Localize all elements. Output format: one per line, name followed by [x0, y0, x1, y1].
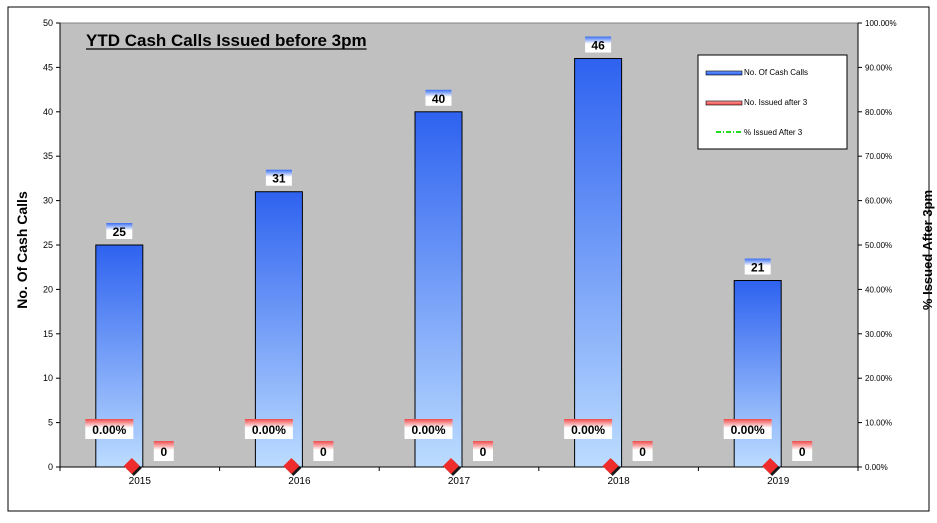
- right-tick-label: 90.00%: [865, 63, 892, 72]
- pct-line-marker: [762, 458, 779, 474]
- pct-line-marker: [602, 458, 619, 474]
- bar-value-label: 25: [113, 225, 127, 239]
- right-tick-label: 40.00%: [865, 285, 892, 294]
- left-tick-label: 35: [43, 151, 53, 161]
- bar-value-label-bg: [585, 36, 612, 53]
- bar-value-label-bg: [425, 89, 452, 106]
- right-tick-label: 30.00%: [865, 330, 892, 339]
- right-tick-label: 100.00%: [865, 19, 897, 28]
- pct-label-bg: [244, 419, 293, 439]
- pct-line-marker: [443, 458, 459, 474]
- right-tick-label: 50.00%: [865, 241, 892, 250]
- right-tick-label: 20.00%: [865, 374, 892, 383]
- legend-swatch-cash-calls: [705, 70, 743, 76]
- bar-value-label-bg: [265, 169, 292, 186]
- data-labels-layer: 25 0.00% 0 31 0.00% 0 40 0.00% 0 46 0.00% 0 21 0.00% 0: [85, 36, 813, 476]
- pct-label-bg: [723, 419, 772, 439]
- bar-value-label: 46: [591, 39, 605, 53]
- issued-after-3-label: 0: [480, 445, 487, 459]
- pct-label-bg: [404, 419, 453, 439]
- left-axis-ticks: 0 5 10 15 20 25 30 35 40 45 50: [43, 18, 60, 472]
- legend-label-cash-calls: No. Of Cash Calls: [744, 68, 808, 77]
- left-tick-label: 25: [43, 240, 53, 250]
- pct-label: 0.00%: [411, 423, 445, 437]
- bar-cash-calls: [733, 280, 782, 468]
- issued-after-3-label-bg: [313, 441, 334, 461]
- right-tick-label: 10.00%: [865, 419, 892, 428]
- legend: No. Of Cash Calls No. Issued after 3 % I…: [697, 54, 848, 150]
- right-axis-ticks: 0.00% 10.00% 20.00% 30.00% 40.00% 50.00% 60.00…: [858, 19, 897, 472]
- bar-value-label-bg: [106, 223, 133, 239]
- pct-label-bg: [85, 419, 134, 439]
- legend-label-issued-after-3: No. Issued after 3: [744, 98, 808, 107]
- chart-title: YTD Cash Calls Issued before 3pm: [86, 31, 367, 50]
- bar-cash-calls: [574, 58, 623, 468]
- issued-after-3-label-bg: [792, 441, 813, 461]
- issued-after-3-label: 0: [320, 445, 327, 459]
- legend-label-pct-after-3: % Issued After 3: [744, 128, 803, 137]
- right-tick-label: 70.00%: [865, 152, 892, 161]
- right-tick-label: 80.00%: [865, 108, 892, 117]
- right-tick-label: 60.00%: [865, 197, 892, 206]
- x-tick-label: 2018: [607, 476, 630, 487]
- bar-value-label: 31: [272, 172, 286, 186]
- left-tick-label: 30: [43, 196, 53, 206]
- left-tick-label: 5: [48, 418, 53, 428]
- left-tick-label: 15: [43, 329, 53, 339]
- issued-after-3-label-bg: [632, 441, 653, 461]
- x-tick-label: 2015: [129, 476, 152, 487]
- issued-after-3-label-bg: [153, 441, 174, 461]
- left-axis-title: No. Of Cash Calls: [14, 191, 30, 309]
- left-tick-label: 50: [43, 18, 53, 28]
- left-tick-label: 45: [43, 62, 53, 72]
- issued-after-3-label-bg: [473, 441, 493, 461]
- pct-label: 0.00%: [92, 423, 126, 437]
- pct-label: 0.00%: [252, 423, 286, 437]
- issued-after-3-label: 0: [639, 445, 646, 459]
- left-tick-label: 0: [48, 462, 53, 472]
- right-axis-title: % Issued After 3pm: [920, 190, 935, 310]
- x-tick-label: 2019: [767, 476, 790, 487]
- legend-swatch-issued-after-3: [705, 100, 743, 106]
- bar-value-label: 21: [751, 261, 765, 275]
- right-tick-label: 0.00%: [865, 463, 888, 472]
- issued-after-3-label: 0: [799, 445, 806, 459]
- left-tick-label: 10: [43, 373, 53, 383]
- bar-cash-calls: [414, 111, 463, 468]
- issued-after-3-label: 0: [160, 445, 167, 459]
- pct-line-marker: [283, 458, 300, 474]
- x-tick-label: 2017: [448, 476, 471, 487]
- bar-value-label-bg: [744, 258, 771, 275]
- pct-label: 0.00%: [731, 423, 765, 437]
- pct-line-marker: [123, 458, 140, 474]
- pct-label-bg: [564, 419, 613, 439]
- left-tick-label: 40: [43, 107, 53, 117]
- pct-label: 0.00%: [571, 423, 605, 437]
- x-tick-label: 2016: [288, 476, 311, 487]
- bar-value-label: 40: [432, 92, 446, 106]
- left-tick-label: 20: [43, 284, 53, 294]
- x-axis-ticks: 2015 2016 2017 2018 2019: [59, 467, 859, 487]
